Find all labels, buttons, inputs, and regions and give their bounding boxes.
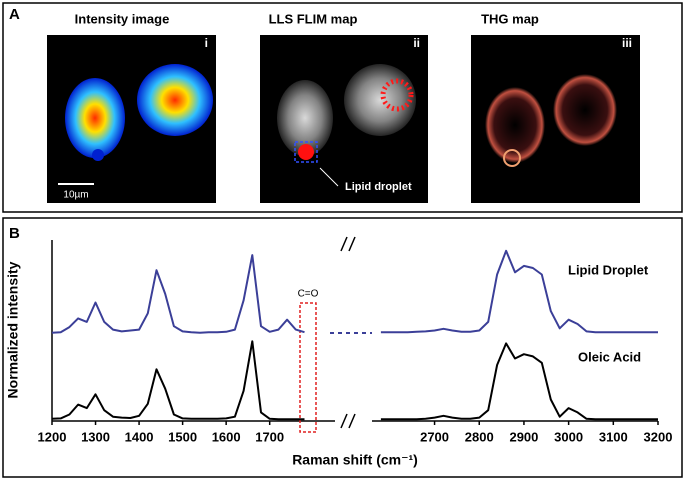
panel-a-frame xyxy=(2,2,683,213)
image-tag: i xyxy=(205,36,208,50)
panel-b-frame xyxy=(2,217,683,478)
scale-bar-label: 10µm xyxy=(63,190,88,201)
annotation: Lipid droplet xyxy=(345,181,412,193)
highlight-box xyxy=(299,302,317,433)
series-label: Oleic Acid xyxy=(578,349,641,364)
series-label: Lipid Droplet xyxy=(568,262,649,277)
x-tick-label: 3100 xyxy=(599,429,628,444)
droplet-box xyxy=(294,141,318,163)
arrow xyxy=(319,167,339,187)
x-tick-label: 1300 xyxy=(81,429,110,444)
x-tick-label: 1700 xyxy=(255,429,284,444)
panel-label: B xyxy=(9,225,20,242)
lipid-spots xyxy=(380,78,414,112)
x-axis-label: Raman shift (cm⁻¹) xyxy=(292,452,418,468)
x-tick-label: 3000 xyxy=(554,429,583,444)
image-title: THG map xyxy=(481,11,539,26)
spectrum-line xyxy=(380,249,658,334)
x-tick-label: 1600 xyxy=(212,429,241,444)
x-tick-label: 2700 xyxy=(420,429,449,444)
droplet xyxy=(92,149,104,161)
spectrum-line xyxy=(380,342,658,421)
cell xyxy=(485,87,545,163)
x-tick-label: 3200 xyxy=(644,429,673,444)
panel-label: A xyxy=(9,6,20,23)
image-title: Intensity image xyxy=(75,11,170,26)
cell xyxy=(553,74,617,146)
axis-break xyxy=(340,236,356,429)
annotation: C=O xyxy=(298,289,319,300)
image-tag: iii xyxy=(622,36,632,50)
cell xyxy=(277,80,333,156)
x-tick-label: 1500 xyxy=(168,429,197,444)
spectrum-line xyxy=(51,340,305,421)
x-tick-label: 2900 xyxy=(509,429,538,444)
cell xyxy=(65,78,125,158)
x-tick-label: 1200 xyxy=(38,429,67,444)
x-tick-label: 2800 xyxy=(465,429,494,444)
droplet xyxy=(298,144,314,160)
cell xyxy=(344,64,416,136)
image-tag: ii xyxy=(413,36,420,50)
cell xyxy=(137,64,213,136)
image-title: LLS FLIM map xyxy=(269,11,358,26)
spectrum-line xyxy=(51,254,305,334)
droplet xyxy=(503,149,521,167)
x-tick-label: 1400 xyxy=(125,429,154,444)
y-axis-label: Normalized intensity xyxy=(5,261,21,398)
